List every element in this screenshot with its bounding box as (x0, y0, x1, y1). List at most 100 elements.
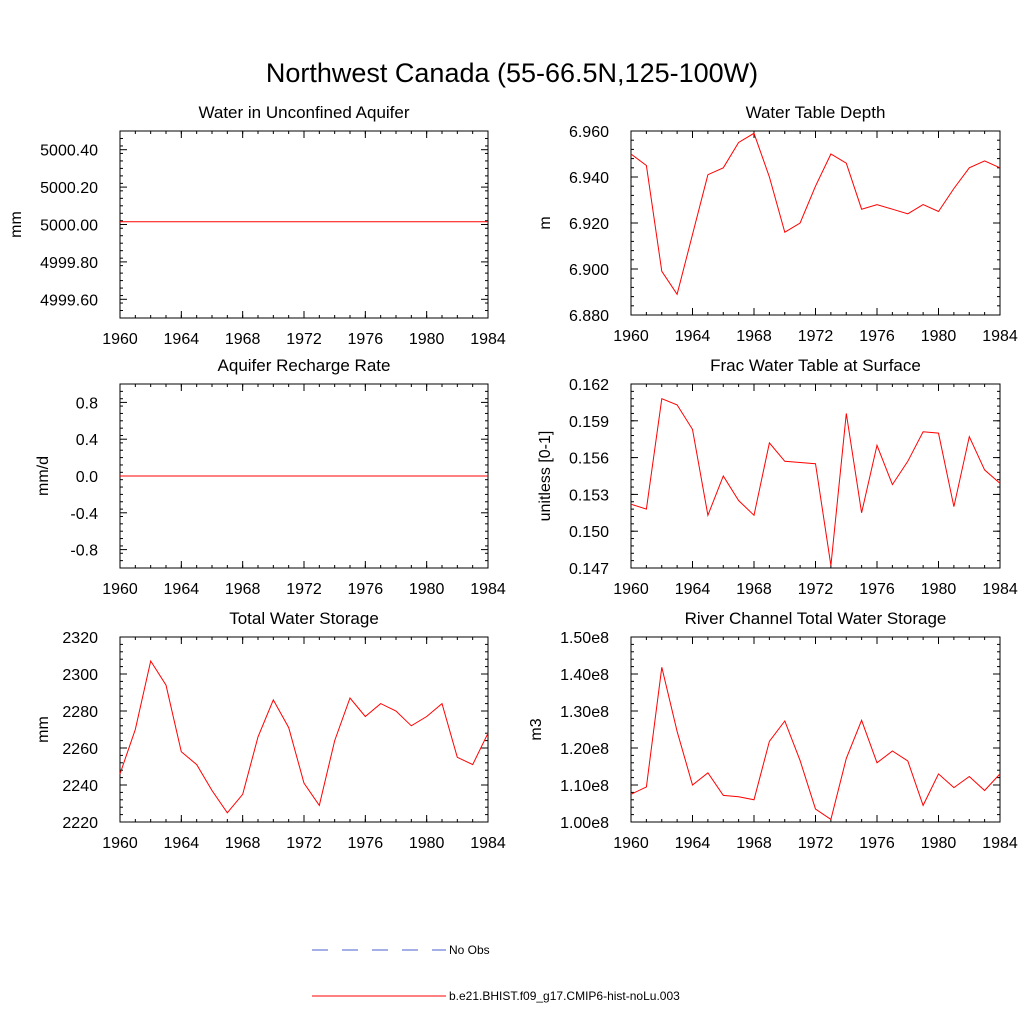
y-tick-label: 5000.20 (40, 180, 98, 197)
y-tick-label: 6.920 (569, 216, 609, 233)
x-tick-label: 1972 (286, 581, 322, 598)
y-axis-label: unitless [0-1] (537, 431, 554, 522)
x-tick-label: 1976 (859, 328, 895, 345)
panel-1: 1960 1964 1968 1972 1976 1980 1984 4999.60 4999.… (8, 103, 506, 348)
y-tick-label: 1.20e8 (560, 741, 609, 758)
plot-frame (119, 636, 489, 823)
x-tick-label: 1976 (348, 331, 384, 348)
y-tick-label: 0.156 (569, 451, 609, 468)
x-tick-label: 1976 (859, 581, 895, 598)
y-tick-label: 0.159 (569, 414, 609, 431)
panel-4: 1960 1964 1968 1972 1976 1980 1984 0.147 0.150 0.… (537, 356, 1018, 598)
panel-title: Aquifer Recharge Rate (218, 356, 391, 375)
y-tick-label: 0.147 (569, 561, 609, 578)
y-tick-label: 2220 (62, 815, 98, 832)
x-tick-label: 1964 (675, 328, 711, 345)
x-tick-label: 1984 (982, 328, 1018, 345)
panels: 1960 1964 1968 1972 1976 1980 1984 4999.60 4999.… (8, 103, 1018, 852)
x-tick-label: 1964 (164, 331, 200, 348)
x-tick-label: 1960 (102, 331, 138, 348)
x-tick-label: 1960 (613, 328, 649, 345)
panel-3: 1960 1964 1968 1972 1976 1980 1984 -0.8 -0.4 0.0 0… (35, 356, 506, 598)
y-axis-label: mm (35, 716, 52, 743)
y-tick-label: 2260 (62, 741, 98, 758)
y-tick-label: 6.900 (569, 262, 609, 279)
x-tick-label: 1964 (675, 835, 711, 852)
y-tick-label: 1.30e8 (560, 704, 609, 721)
y-axis-label: m3 (528, 718, 545, 740)
x-tick-label: 1964 (675, 581, 711, 598)
figure-title: Northwest Canada (55-66.5N,125-100W) (266, 58, 758, 88)
x-tick-label: 1980 (921, 328, 957, 345)
y-tick-label: 6.880 (569, 308, 609, 325)
y-tick-label: 1.00e8 (560, 815, 609, 832)
y-tick-label: 0.153 (569, 487, 609, 504)
x-tick-label: 1980 (409, 331, 445, 348)
panel-title: Frac Water Table at Surface (710, 356, 921, 375)
x-tick-label: 1960 (102, 581, 138, 598)
panel-6: 1960 1964 1968 1972 1976 1980 1984 1.00e8 1.10e8… (528, 609, 1018, 852)
x-tick-label: 1972 (286, 835, 322, 852)
y-tick-label: 0.150 (569, 524, 609, 541)
y-axis-label: mm (8, 211, 25, 238)
panel-title: River Channel Total Water Storage (685, 609, 947, 628)
x-tick-label: 1980 (409, 835, 445, 852)
x-tick-label: 1976 (348, 581, 384, 598)
y-tick-label: 5000.00 (40, 218, 98, 235)
y-tick-label: 1.40e8 (560, 667, 609, 684)
x-tick-label: 1984 (470, 835, 506, 852)
y-tick-label: 2300 (62, 667, 98, 684)
x-tick-label: 1968 (736, 581, 772, 598)
x-tick-label: 1976 (348, 835, 384, 852)
plot-frame (630, 383, 1001, 569)
y-tick-label: 0.162 (569, 377, 609, 394)
series-line (119, 659, 489, 814)
x-tick-label: 1968 (736, 835, 772, 852)
panel-title: Total Water Storage (229, 609, 379, 628)
x-tick-label: 1972 (798, 581, 834, 598)
x-tick-label: 1984 (470, 581, 506, 598)
x-tick-label: 1968 (225, 835, 261, 852)
y-tick-label: 0.0 (76, 469, 98, 486)
y-tick-label: 6.960 (569, 124, 609, 141)
x-tick-label: 1960 (102, 835, 138, 852)
y-tick-label: 6.940 (569, 170, 609, 187)
y-tick-label: 5000.40 (40, 143, 98, 160)
series-line (630, 132, 1001, 296)
panel-5: 1960 1964 1968 1972 1976 1980 1984 2220 2240 2260… (35, 609, 506, 852)
y-tick-label: 1.10e8 (560, 778, 609, 795)
plot-frame (119, 130, 489, 319)
x-tick-label: 1972 (798, 328, 834, 345)
y-axis-label: m (537, 216, 554, 229)
y-tick-label: 0.4 (76, 432, 98, 449)
x-tick-label: 1980 (921, 581, 957, 598)
legend: No Obs b.e21.BHIST.f09_g17.CMIP6-hist-no… (312, 943, 680, 1003)
x-tick-label: 1980 (921, 835, 957, 852)
y-tick-label: -0.8 (70, 543, 98, 560)
y-tick-label: 1.50e8 (560, 630, 609, 647)
y-tick-label: 2240 (62, 778, 98, 795)
x-tick-label: 1980 (409, 581, 445, 598)
x-tick-label: 1964 (164, 581, 200, 598)
y-tick-label: 0.8 (76, 395, 98, 412)
x-tick-label: 1968 (225, 331, 261, 348)
panel-2: 1960 1964 1968 1972 1976 1980 1984 6.880 6.900 6.… (537, 103, 1018, 345)
y-tick-label: 2320 (62, 630, 98, 647)
legend-no-obs-label: No Obs (449, 943, 490, 957)
x-tick-label: 1984 (982, 835, 1018, 852)
x-tick-label: 1972 (286, 331, 322, 348)
x-tick-label: 1964 (164, 835, 200, 852)
x-tick-label: 1976 (859, 835, 895, 852)
y-tick-label: 4999.80 (40, 255, 98, 272)
y-tick-label: -0.4 (70, 506, 98, 523)
x-tick-label: 1960 (613, 835, 649, 852)
plot-frame (630, 636, 1001, 823)
series-line (630, 397, 1001, 566)
series-line (630, 667, 1001, 821)
panel-title: Water Table Depth (746, 103, 886, 122)
y-tick-label: 2280 (62, 704, 98, 721)
y-tick-label: 4999.60 (40, 292, 98, 309)
x-tick-label: 1968 (225, 581, 261, 598)
plot-frame (630, 130, 1001, 316)
